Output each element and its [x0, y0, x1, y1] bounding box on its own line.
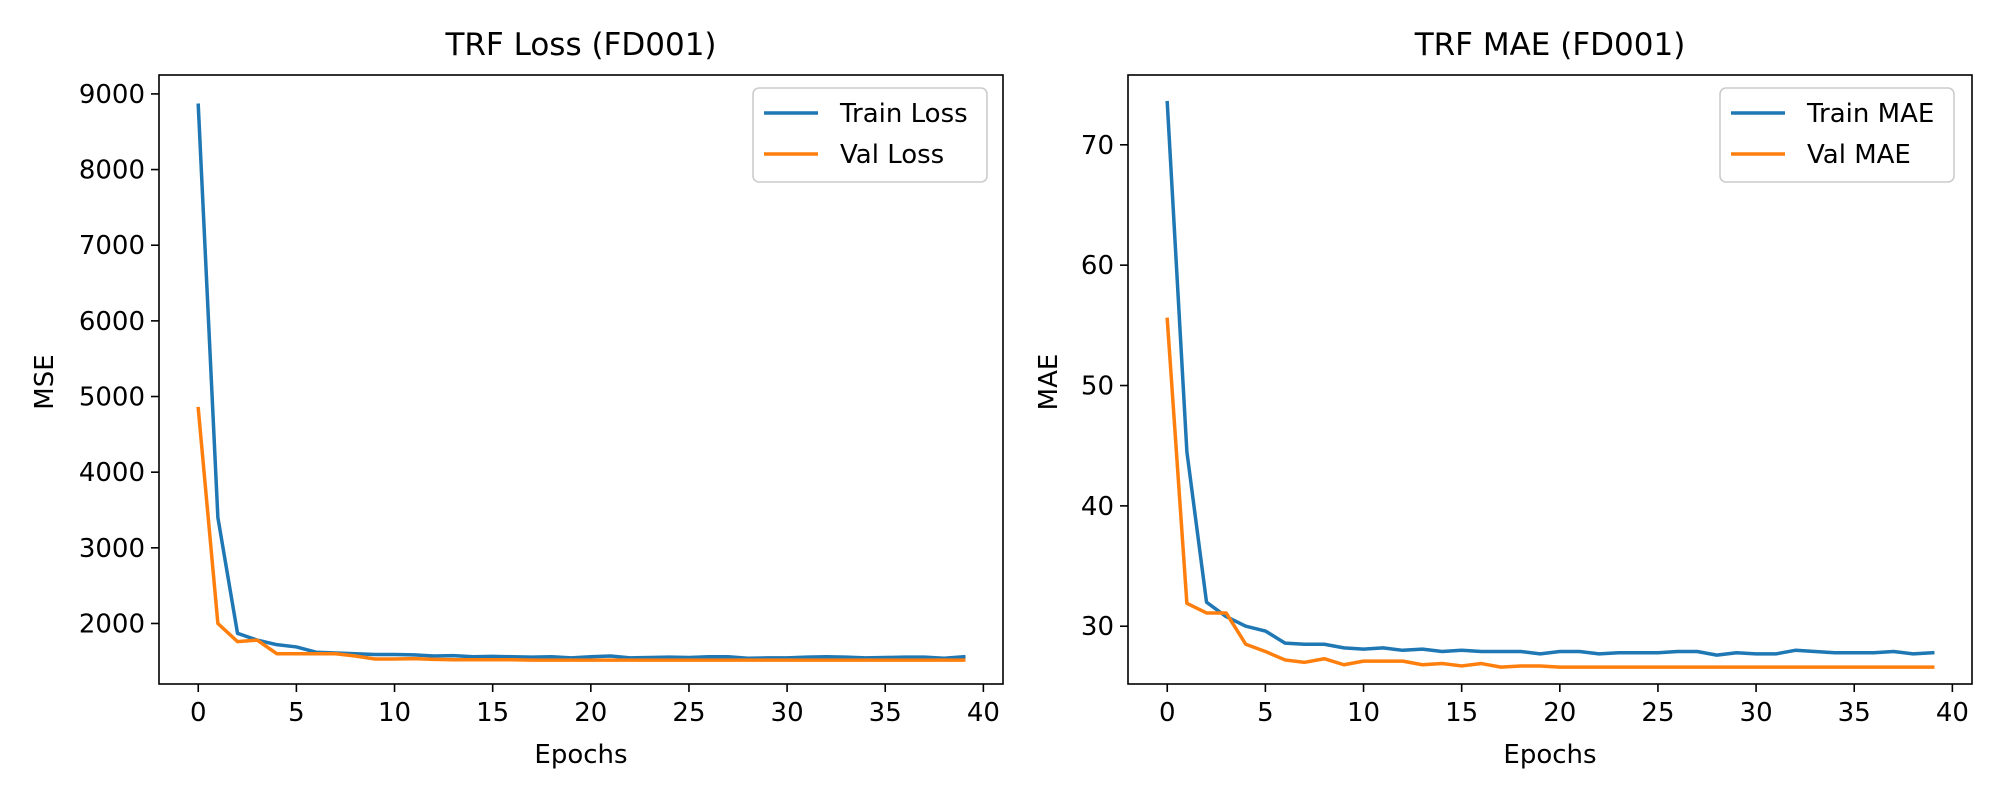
tick-group: 0 5 10 15 20 25 30 35 40 2000 3000 4000 5000 6000 7000…	[79, 80, 1000, 728]
y-tick-label: 9000	[79, 80, 145, 110]
legend-label-val: Val MAE	[1807, 140, 1911, 170]
x-tick-label: 30	[1740, 698, 1773, 728]
plot-frame	[158, 74, 1004, 685]
legend-label-val: Val Loss	[840, 140, 944, 170]
x-tick-label: 35	[1838, 698, 1871, 728]
y-axis-label: MAE	[1034, 354, 1064, 411]
y-tick-label: 2000	[79, 609, 145, 639]
train-series-line	[1165, 100, 1935, 657]
x-tick-label: 15	[1445, 698, 1478, 728]
x-tick-label: 30	[771, 698, 804, 728]
x-axis-label: Epochs	[1503, 740, 1596, 770]
chart-title: TRF MAE (FD001)	[1414, 27, 1686, 63]
legend-label-train: Train MAE	[1806, 99, 1934, 129]
val-series-line	[196, 406, 966, 662]
chart-title: TRF Loss (FD001)	[444, 27, 716, 63]
mae-chart: TRF MAE (FD001) Epochs MAE 0 5 10 15 20 25 30 3…	[1034, 27, 1973, 770]
x-tick-label: 20	[1543, 698, 1576, 728]
x-tick-label: 5	[1257, 698, 1274, 728]
y-axis-label: MSE	[30, 354, 60, 409]
y-tick-label: 3000	[79, 534, 145, 564]
x-axis-label: Epochs	[534, 740, 627, 770]
x-tick-label: 10	[1347, 698, 1380, 728]
x-tick-label: 15	[476, 698, 509, 728]
y-tick-label: 40	[1081, 492, 1114, 522]
y-tick-label: 70	[1081, 131, 1114, 161]
y-tick-label: 8000	[79, 156, 145, 186]
legend: Train MAE Val MAE	[1719, 87, 1955, 183]
legend-label-train: Train Loss	[839, 99, 968, 129]
plot-frame	[1127, 74, 1973, 685]
x-tick-label: 0	[1159, 698, 1176, 728]
x-tick-label: 40	[1936, 698, 1969, 728]
y-tick-label: 4000	[79, 458, 145, 488]
series-lines	[1165, 100, 1935, 669]
x-tick-label: 35	[869, 698, 902, 728]
val-series-line	[1165, 317, 1935, 669]
x-tick-label: 5	[288, 698, 305, 728]
x-tick-label: 40	[967, 698, 1000, 728]
y-tick-label: 50	[1081, 372, 1114, 402]
x-tick-label: 25	[1641, 698, 1674, 728]
x-tick-label: 20	[574, 698, 607, 728]
series-lines	[196, 103, 966, 662]
x-tick-label: 10	[378, 698, 411, 728]
legend: Train Loss Val Loss	[752, 87, 988, 183]
y-tick-label: 30	[1081, 612, 1114, 642]
y-tick-label: 5000	[79, 383, 145, 413]
loss-chart: TRF Loss (FD001) Epochs MSE 0 5 10 15 20 25 30…	[30, 27, 1004, 770]
x-tick-label: 0	[190, 698, 207, 728]
y-tick-label: 6000	[79, 307, 145, 337]
y-tick-label: 60	[1081, 251, 1114, 281]
y-tick-label: 7000	[79, 231, 145, 261]
x-tick-label: 25	[672, 698, 705, 728]
tick-group: 0 5 10 15 20 25 30 35 40 30 40 50 60 70	[1081, 131, 1969, 728]
